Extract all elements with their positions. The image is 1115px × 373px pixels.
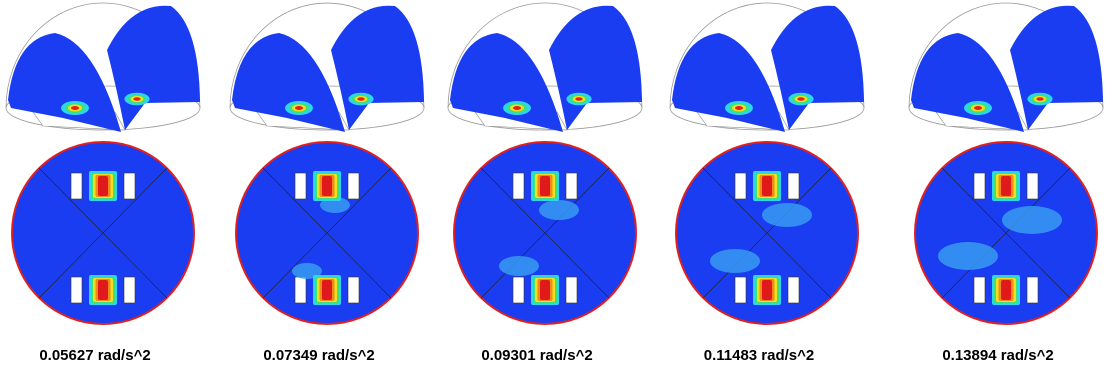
contour: [974, 106, 982, 110]
right-wall: [549, 6, 642, 130]
panel: 0.07349 rad/s^2: [230, 3, 424, 364]
contour: [98, 176, 108, 196]
contour: [513, 106, 521, 110]
panel-label: 0.07349 rad/s^2: [263, 347, 374, 364]
plume: [499, 256, 539, 276]
plume: [938, 242, 998, 270]
wall-block: [974, 173, 985, 199]
contour: [133, 97, 140, 101]
plume: [710, 249, 760, 273]
wall-block: [124, 173, 135, 199]
contour: [98, 280, 108, 300]
wall-block: [348, 173, 359, 199]
plume: [762, 203, 812, 227]
left-wall: [911, 33, 1024, 132]
wall-block: [348, 277, 359, 303]
wall-block: [566, 173, 577, 199]
right-wall: [331, 6, 424, 130]
contour: [1036, 97, 1043, 101]
wall-block: [788, 173, 799, 199]
contour: [322, 176, 332, 196]
panel: 0.05627 rad/s^2: [6, 3, 200, 364]
wall-block: [71, 173, 82, 199]
contour: [357, 97, 364, 101]
contour: [71, 106, 79, 110]
wall-block: [1027, 173, 1038, 199]
panel: 0.13894 rad/s^2: [909, 3, 1103, 364]
wall-block: [71, 277, 82, 303]
contour: [1001, 176, 1011, 196]
contour: [575, 97, 582, 101]
contour: [540, 176, 550, 196]
wall-block: [735, 173, 746, 199]
panel: 0.11483 rad/s^2: [670, 3, 864, 364]
wall-block: [974, 277, 985, 303]
panel-label: 0.05627 rad/s^2: [39, 347, 150, 364]
panel-label: 0.11483 rad/s^2: [704, 347, 815, 364]
contour: [762, 280, 772, 300]
contour: [540, 280, 550, 300]
plume: [1002, 206, 1062, 234]
wall-block: [124, 277, 135, 303]
panel: 0.09301 rad/s^2: [448, 3, 642, 364]
wall-block: [513, 173, 524, 199]
right-wall: [771, 6, 864, 130]
panel-label: 0.13894 rad/s^2: [942, 347, 1053, 364]
contour: [322, 280, 332, 300]
wall-block: [735, 277, 746, 303]
plume: [539, 200, 579, 220]
wall-block: [295, 277, 306, 303]
wall-block: [788, 277, 799, 303]
figure: 0.05627 rad/s^2 0.07349 rad/s^2 0.09301 ra…: [0, 0, 1115, 373]
wall-block: [1027, 277, 1038, 303]
panel-label: 0.09301 rad/s^2: [481, 347, 592, 364]
left-wall: [8, 33, 121, 132]
wall-block: [513, 277, 524, 303]
left-wall: [672, 33, 785, 132]
contour: [762, 176, 772, 196]
contour: [1001, 280, 1011, 300]
contour: [735, 106, 743, 110]
left-wall: [232, 33, 345, 132]
left-wall: [450, 33, 563, 132]
wall-block: [295, 173, 306, 199]
contour: [797, 97, 804, 101]
contour: [295, 106, 303, 110]
right-wall: [107, 6, 200, 130]
wall-block: [566, 277, 577, 303]
right-wall: [1010, 6, 1103, 130]
